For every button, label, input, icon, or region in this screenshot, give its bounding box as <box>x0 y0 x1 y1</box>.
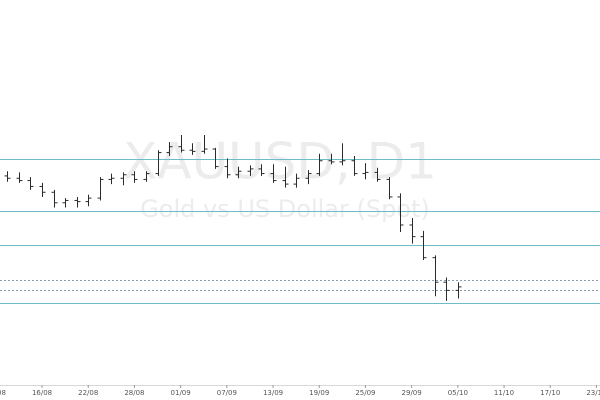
x-tick-label: 17/10 <box>540 389 560 397</box>
x-tick-label: 23/10 <box>586 389 600 397</box>
x-tick-label: 28/08 <box>124 389 144 397</box>
x-tick-label: 22/08 <box>78 389 98 397</box>
x-tick-label: 25/09 <box>355 389 375 397</box>
x-tick-label: 19/09 <box>309 389 329 397</box>
x-tick-label: 13/09 <box>263 389 283 397</box>
watermark-description: Gold vs US Dollar (Spot) <box>140 195 430 223</box>
x-tick-label: 11/10 <box>494 389 514 397</box>
x-tick-label: 16/08 <box>32 389 52 397</box>
x-tick-label: 10/08 <box>0 389 6 397</box>
x-tick-label: 01/09 <box>171 389 191 397</box>
x-tick-label: 07/09 <box>217 389 237 397</box>
x-tick-label: 05/10 <box>448 389 468 397</box>
watermark-symbol: XAUUSD, D1 <box>123 133 437 191</box>
x-tick-label: 29/09 <box>402 389 422 397</box>
